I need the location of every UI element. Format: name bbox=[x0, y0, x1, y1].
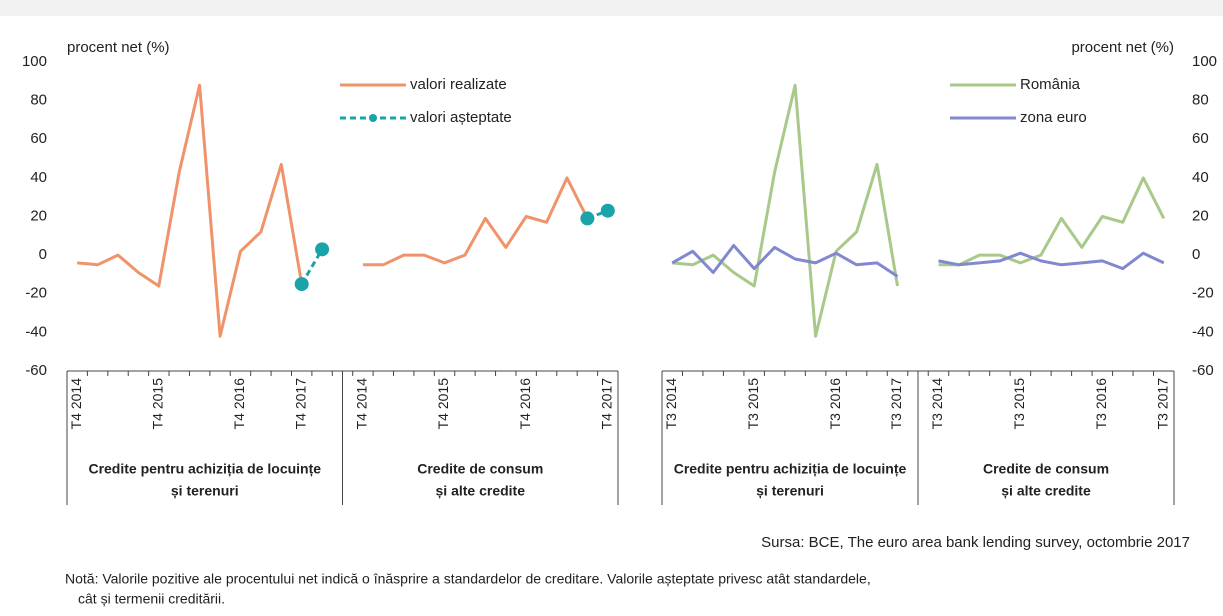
x-tick-label: T3 2017 bbox=[888, 378, 904, 430]
group-label: și alte credite bbox=[436, 483, 526, 499]
group-label: Credite de consum bbox=[983, 461, 1109, 477]
y-tick-label: 20 bbox=[30, 207, 47, 224]
x-tick-label: T3 2015 bbox=[745, 378, 761, 430]
point bbox=[294, 277, 309, 292]
y-tick-label: 100 bbox=[1192, 53, 1217, 70]
group-label: Credite pentru achiziția de locuințe bbox=[88, 461, 321, 477]
x-tick-label: T4 2014 bbox=[354, 378, 370, 430]
y-tick-label: -20 bbox=[1192, 285, 1214, 302]
y-axis-label: procent net (%) bbox=[1071, 39, 1174, 56]
legend-label: zona euro bbox=[1020, 109, 1087, 126]
y-tick-label: 40 bbox=[30, 169, 47, 186]
group-label: și terenuri bbox=[756, 483, 824, 499]
x-tick-label: T4 2017 bbox=[598, 378, 614, 430]
legend-label: valori așteptate bbox=[410, 109, 512, 126]
x-tick-label: T4 2015 bbox=[435, 378, 451, 430]
source: Sursa: BCE, The euro area bank lending s… bbox=[761, 534, 1190, 551]
y-tick-label: 80 bbox=[1192, 92, 1209, 109]
y-tick-label: 60 bbox=[30, 130, 47, 147]
x-tick-label: T3 2014 bbox=[663, 378, 679, 430]
group-label: și terenuri bbox=[171, 483, 239, 499]
y-tick-label: -40 bbox=[1192, 323, 1214, 340]
y-tick-label: -60 bbox=[1192, 362, 1214, 379]
series-line bbox=[671, 244, 1165, 278]
x-tick-label: T3 2016 bbox=[827, 378, 843, 430]
x-tick-label: T4 2014 bbox=[68, 378, 84, 430]
note: cât și termenii creditării. bbox=[78, 591, 225, 607]
point bbox=[580, 211, 595, 226]
note: Notă: Valorile pozitive ale procentului … bbox=[65, 571, 871, 587]
legend-marker bbox=[369, 114, 377, 122]
x-tick-label: T3 2017 bbox=[1154, 378, 1170, 430]
x-tick-label: T3 2016 bbox=[1093, 378, 1109, 430]
y-axis-label: procent net (%) bbox=[67, 39, 170, 56]
x-tick-label: T3 2015 bbox=[1011, 378, 1027, 430]
series-line bbox=[77, 83, 589, 338]
group-label: și alte credite bbox=[1001, 483, 1091, 499]
y-tick-label: 40 bbox=[1192, 169, 1209, 186]
x-tick-label: T4 2016 bbox=[517, 378, 533, 430]
top-strip bbox=[0, 0, 1223, 16]
x-tick-label: T3 2014 bbox=[929, 378, 945, 430]
point bbox=[600, 203, 615, 218]
y-tick-label: 100 bbox=[22, 53, 47, 70]
x-tick-label: T4 2017 bbox=[292, 378, 308, 430]
y-tick-label: 0 bbox=[1192, 246, 1200, 263]
series-line bbox=[672, 83, 1166, 338]
series-line bbox=[300, 209, 609, 285]
point bbox=[315, 242, 330, 257]
y-tick-label: 20 bbox=[1192, 207, 1209, 224]
group-label: Credite pentru achiziția de locuințe bbox=[674, 461, 907, 477]
group-label: Credite de consum bbox=[417, 461, 543, 477]
y-tick-label: 80 bbox=[30, 92, 47, 109]
legend-label: România bbox=[1020, 76, 1081, 93]
y-tick-label: -40 bbox=[25, 323, 47, 340]
y-tick-label: 60 bbox=[1192, 130, 1209, 147]
x-tick-label: T4 2016 bbox=[231, 378, 247, 430]
x-tick-label: T4 2015 bbox=[150, 378, 166, 430]
y-tick-label: 0 bbox=[39, 246, 47, 263]
y-tick-label: -20 bbox=[25, 285, 47, 302]
legend-label: valori realizate bbox=[410, 76, 507, 93]
y-tick-label: -60 bbox=[25, 362, 47, 379]
